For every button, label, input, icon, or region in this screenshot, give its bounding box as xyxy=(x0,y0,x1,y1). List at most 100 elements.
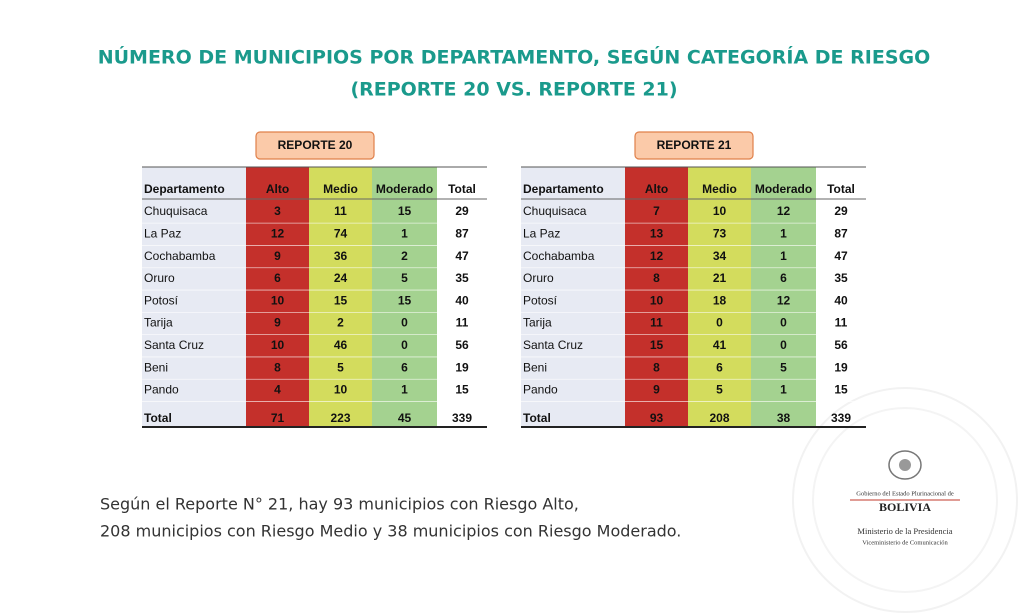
title-line: (REPORTE 20 VS. REPORTE 21) xyxy=(350,79,677,101)
cell-value: 9 xyxy=(653,383,660,397)
cell-value: 8 xyxy=(274,360,281,374)
cell-value: 15 xyxy=(650,338,664,352)
decor-circle xyxy=(812,407,998,593)
footer-line: 208 municipios con Riesgo Medio y 38 mun… xyxy=(100,522,681,541)
cell-value: 9 xyxy=(274,316,281,330)
title-line: NÚMERO DE MUNICIPIOS POR DEPARTAMENTO, S… xyxy=(98,45,931,69)
row-label: Oruro xyxy=(523,271,554,285)
cell-value: 12 xyxy=(271,226,285,240)
cell-value: 11 xyxy=(650,316,663,330)
row-label: Total xyxy=(144,411,172,425)
cell-value: 3 xyxy=(274,204,281,218)
row-label: Cochabamba xyxy=(523,249,595,263)
row-label: Oruro xyxy=(144,271,175,285)
cell-value: 18 xyxy=(713,293,727,307)
cell-value: 9 xyxy=(274,249,281,263)
cell-value: 5 xyxy=(401,271,408,285)
cell-value: 41 xyxy=(713,338,727,352)
cell-value: 40 xyxy=(834,293,848,307)
row-label: Santa Cruz xyxy=(523,338,583,352)
logo-text: BOLIVIA xyxy=(879,500,931,514)
cell-value: 10 xyxy=(713,204,727,218)
cell-value: 8 xyxy=(653,360,660,374)
cell-value: 29 xyxy=(834,204,848,218)
cell-value: 11 xyxy=(456,316,469,330)
cell-value: Medio xyxy=(323,182,358,196)
cell-value: 1 xyxy=(780,383,787,397)
cell-value: 4 xyxy=(274,383,281,397)
cell-value: 87 xyxy=(834,226,848,240)
cell-value: Medio xyxy=(702,182,737,196)
cell-value: 29 xyxy=(455,204,469,218)
cell-value: 0 xyxy=(780,316,787,330)
report-label: REPORTE 21 xyxy=(657,138,732,152)
cell-value: 56 xyxy=(455,338,469,352)
cell-value: 56 xyxy=(834,338,848,352)
cell-value: 40 xyxy=(455,293,469,307)
cell-value: 19 xyxy=(455,360,469,374)
cell-value: 5 xyxy=(337,360,344,374)
row-label: Cochabamba xyxy=(144,249,216,263)
cell-value: 12 xyxy=(777,293,791,307)
cell-value: 24 xyxy=(334,271,348,285)
cell-value: 46 xyxy=(334,338,348,352)
cell-value: 19 xyxy=(834,360,848,374)
cell-value: 21 xyxy=(713,271,727,285)
column-bg xyxy=(688,167,751,427)
footer-line: Según el Reporte N° 21, hay 93 municipio… xyxy=(100,495,579,514)
column-bg xyxy=(521,167,625,427)
decor-circle xyxy=(792,387,1018,613)
row-label: Tarija xyxy=(523,316,552,330)
report-label-box xyxy=(255,131,375,160)
row-label: La Paz xyxy=(144,226,181,240)
cell-value: 1 xyxy=(401,226,408,240)
logo-text: Viceministerio de Comunicación xyxy=(862,539,948,546)
column-bg xyxy=(751,167,816,427)
cell-value: 11 xyxy=(835,316,848,330)
column-bg xyxy=(246,167,309,427)
cell-value: Moderado xyxy=(376,182,433,196)
logo-text: Ministerio de la Presidencia xyxy=(857,526,952,536)
cell-value: 10 xyxy=(271,293,285,307)
row-label: Santa Cruz xyxy=(144,338,204,352)
row-label: Potosí xyxy=(144,293,179,307)
cell-value: 0 xyxy=(716,316,723,330)
row-label: Departamento xyxy=(144,182,225,196)
cell-value: 0 xyxy=(401,338,408,352)
cell-value: Moderado xyxy=(755,182,812,196)
cell-value: 13 xyxy=(650,226,664,240)
cell-value: 6 xyxy=(780,271,787,285)
cell-value: 15 xyxy=(834,383,848,397)
cell-value: 1 xyxy=(780,226,787,240)
row-label: Tarija xyxy=(144,316,173,330)
cell-value: 74 xyxy=(334,226,348,240)
cell-value: Total xyxy=(827,182,855,196)
cell-value: 1 xyxy=(780,249,787,263)
cell-value: 339 xyxy=(452,411,472,425)
cell-value: 47 xyxy=(455,249,469,263)
cell-value: 35 xyxy=(455,271,469,285)
cell-value: 47 xyxy=(834,249,848,263)
cell-value: 208 xyxy=(709,411,729,425)
cell-value: 339 xyxy=(831,411,851,425)
row-label: Beni xyxy=(523,360,547,374)
cell-value: 2 xyxy=(401,249,408,263)
cell-value: Alto xyxy=(266,182,289,196)
cell-value: Total xyxy=(448,182,476,196)
cell-value: 38 xyxy=(777,411,791,425)
cell-value: 34 xyxy=(713,249,727,263)
report-label-box xyxy=(634,131,754,160)
cell-value: 73 xyxy=(713,226,727,240)
cell-value: 71 xyxy=(271,411,285,425)
cell-value: 87 xyxy=(455,226,469,240)
cell-value: 45 xyxy=(398,411,412,425)
logo-emblem xyxy=(888,450,922,480)
row-label: Departamento xyxy=(523,182,604,196)
cell-value: 8 xyxy=(653,271,660,285)
cell-value: 6 xyxy=(716,360,723,374)
cell-value: 223 xyxy=(330,411,350,425)
cell-value: 7 xyxy=(653,204,660,218)
cell-value: 1 xyxy=(401,383,408,397)
row-label: Chuquisaca xyxy=(523,204,587,218)
